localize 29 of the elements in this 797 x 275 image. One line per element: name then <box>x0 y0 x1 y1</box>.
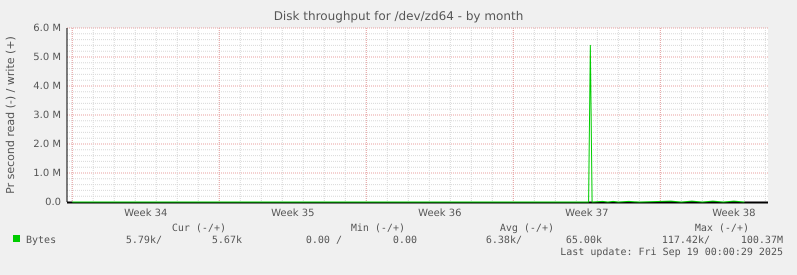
text: Max (-/+) <box>694 223 749 234</box>
y-tick-label: 2.0 M <box>33 139 61 150</box>
text: Last update: Fri Sep 19 00:00:29 2025 <box>560 247 783 258</box>
x-tick-label: Week 38 <box>712 208 756 220</box>
text: 65.00k <box>566 235 602 246</box>
text: 6.38k/ <box>486 235 522 246</box>
text: Min (-/+) <box>350 223 405 234</box>
text: 117.42k/ <box>662 235 710 246</box>
x-tick-label: Week 36 <box>418 208 462 220</box>
y-tick-label: 5.0 M <box>33 52 61 64</box>
line-series <box>72 44 745 202</box>
x-tick-label: Week 37 <box>565 208 608 220</box>
y-tick-label: 3.0 M <box>33 110 61 122</box>
x-tick-label: Week 35 <box>271 208 314 220</box>
legend-label: Bytes <box>26 235 56 246</box>
y-tick-label: 6.0 M <box>33 23 61 34</box>
chart-title: Disk throughput for /dev/zd64 - by month <box>274 9 524 23</box>
y-tick-label: 4.0 M <box>33 81 61 92</box>
y-axis-title: Pr second read (-) / write (+) <box>4 36 17 194</box>
text: 0.00 <box>392 235 417 246</box>
y-tick-label: 0.0 <box>45 197 61 208</box>
y-tick-label: 1.0 M <box>33 168 61 180</box>
text: 5.79k/ <box>126 235 162 246</box>
text: Avg (-/+) <box>500 223 554 234</box>
text: Cur (-/+) <box>172 223 226 234</box>
text: 100.37M <box>740 235 783 246</box>
x-tick-label: Week 34 <box>124 208 168 220</box>
text: 0.00 / <box>306 235 342 246</box>
text: 5.67k <box>212 235 242 246</box>
